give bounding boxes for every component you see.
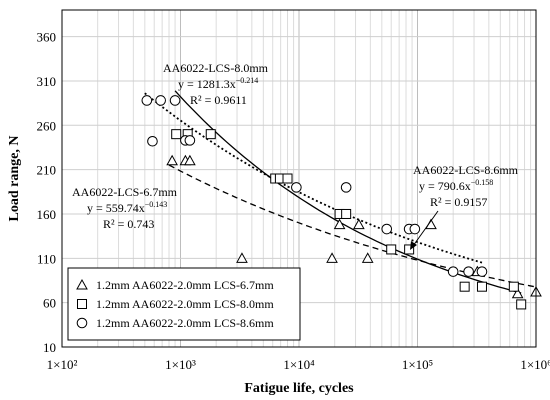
data-point-circle (291, 182, 302, 193)
x-tick-label: 1×10⁶ (520, 357, 550, 372)
data-point-triangle (353, 218, 365, 230)
data-point-circle (476, 266, 488, 277)
data-point-square (516, 299, 527, 310)
fit-6-7-r2: R² = 0.743 (103, 217, 154, 231)
legend-label: 1.2mm AA6022-2.0mm LCS-8.6mm (96, 316, 274, 330)
annotation-fit-8-6: AA6022-LCS-8.6mm y = 790.6x−0.158 R² = 0… (410, 163, 519, 250)
fit-curve-2 (144, 92, 483, 264)
fit-8-6-arrow-head (410, 241, 417, 250)
legend-marker-triangle (76, 278, 88, 290)
y-tick-label: 10 (43, 340, 56, 355)
x-axis-title: Fatigue life, cycles (244, 381, 354, 396)
annotation-fit-8-0: AA6022-LCS-8.0mm y = 1281.3x−0.214 R² = … (163, 61, 269, 107)
data-point-square (459, 281, 470, 292)
data-point-circle (409, 223, 421, 235)
legend-marker-square (77, 299, 87, 309)
legend-label: 1.2mm AA6022-2.0mm LCS-8.0mm (96, 297, 274, 311)
data-point-circle (155, 95, 166, 106)
legend: 1.2mm AA6022-2.0mm LCS-6.7mm 1.2mm AA6022… (67, 267, 301, 341)
data-point-square (508, 281, 519, 292)
y-tick-label: 210 (37, 163, 57, 178)
data-point-square (341, 208, 352, 219)
fit-8-6-arrow-line (412, 210, 439, 247)
fit-6-7-name: AA6022-LCS-6.7mm (72, 185, 178, 199)
data-point-triangle (236, 252, 248, 263)
data-point-square (282, 173, 293, 184)
data-point-circle (381, 223, 393, 235)
fit-8-6-name: AA6022-LCS-8.6mm (413, 163, 519, 177)
x-tick-label: 1×10⁵ (402, 357, 433, 372)
data-point-triangle (326, 252, 338, 263)
x-tick-label: 1×10³ (165, 357, 196, 372)
y-tick-label: 160 (37, 207, 57, 222)
data-point-square (205, 129, 216, 140)
data-point-square (171, 129, 182, 140)
y-tick-label: 360 (37, 30, 57, 45)
x-tick-labels: 1×10² 1×10³ 1×10⁴ 1×10⁵ 1×10⁶ (47, 357, 550, 372)
fit-curves (144, 90, 537, 294)
fit-8-0-equation: y = 1281.3x−0.214 (178, 76, 258, 91)
data-point-circle (463, 266, 474, 277)
y-tick-label: 260 (37, 118, 57, 133)
plot-frame (61, 9, 537, 348)
fit-8-0-name: AA6022-LCS-8.0mm (163, 61, 269, 75)
data-point-triangle (333, 218, 346, 230)
data-point-triangle (184, 154, 196, 166)
data-point-triangle (511, 287, 524, 299)
legend-marker-circle (76, 317, 88, 329)
fit-8-6-equation: y = 790.6x−0.158 (419, 178, 493, 193)
y-axis-title: Load range, N (7, 136, 22, 222)
y-tick-label: 310 (37, 74, 57, 89)
legend-box (67, 267, 301, 341)
data-point-circle (141, 95, 153, 106)
data-point-square (386, 244, 397, 255)
data-point-triangle (166, 154, 178, 166)
data-points (141, 95, 542, 310)
data-point-circle (340, 182, 352, 193)
x-tick-label: 1×10² (47, 357, 78, 372)
legend-label: 1.2mm AA6022-2.0mm LCS-6.7mm (96, 278, 274, 292)
data-point-square (476, 281, 487, 292)
data-point-circle (147, 135, 158, 147)
y-tick-label: 110 (37, 251, 56, 266)
fit-8-6-r2: R² = 0.9157 (430, 195, 487, 209)
y-tick-labels: 10 60 110 160 210 260 310 360 (37, 30, 57, 355)
data-point-triangle (361, 252, 374, 263)
data-point-circle (169, 95, 181, 106)
annotation-fit-6-7: AA6022-LCS-6.7mm y = 559.74x−0.143 R² = … (72, 185, 178, 231)
x-tick-label: 1×10⁴ (283, 357, 315, 372)
data-point-circle (447, 266, 459, 277)
data-point-circle (184, 135, 196, 146)
data-point-square (404, 244, 415, 255)
fit-6-7-equation: y = 559.74x−0.143 (87, 200, 167, 215)
y-tick-label: 60 (43, 296, 56, 311)
fit-curve-1 (174, 90, 522, 294)
fit-8-0-r2: R² = 0.9611 (190, 93, 247, 107)
